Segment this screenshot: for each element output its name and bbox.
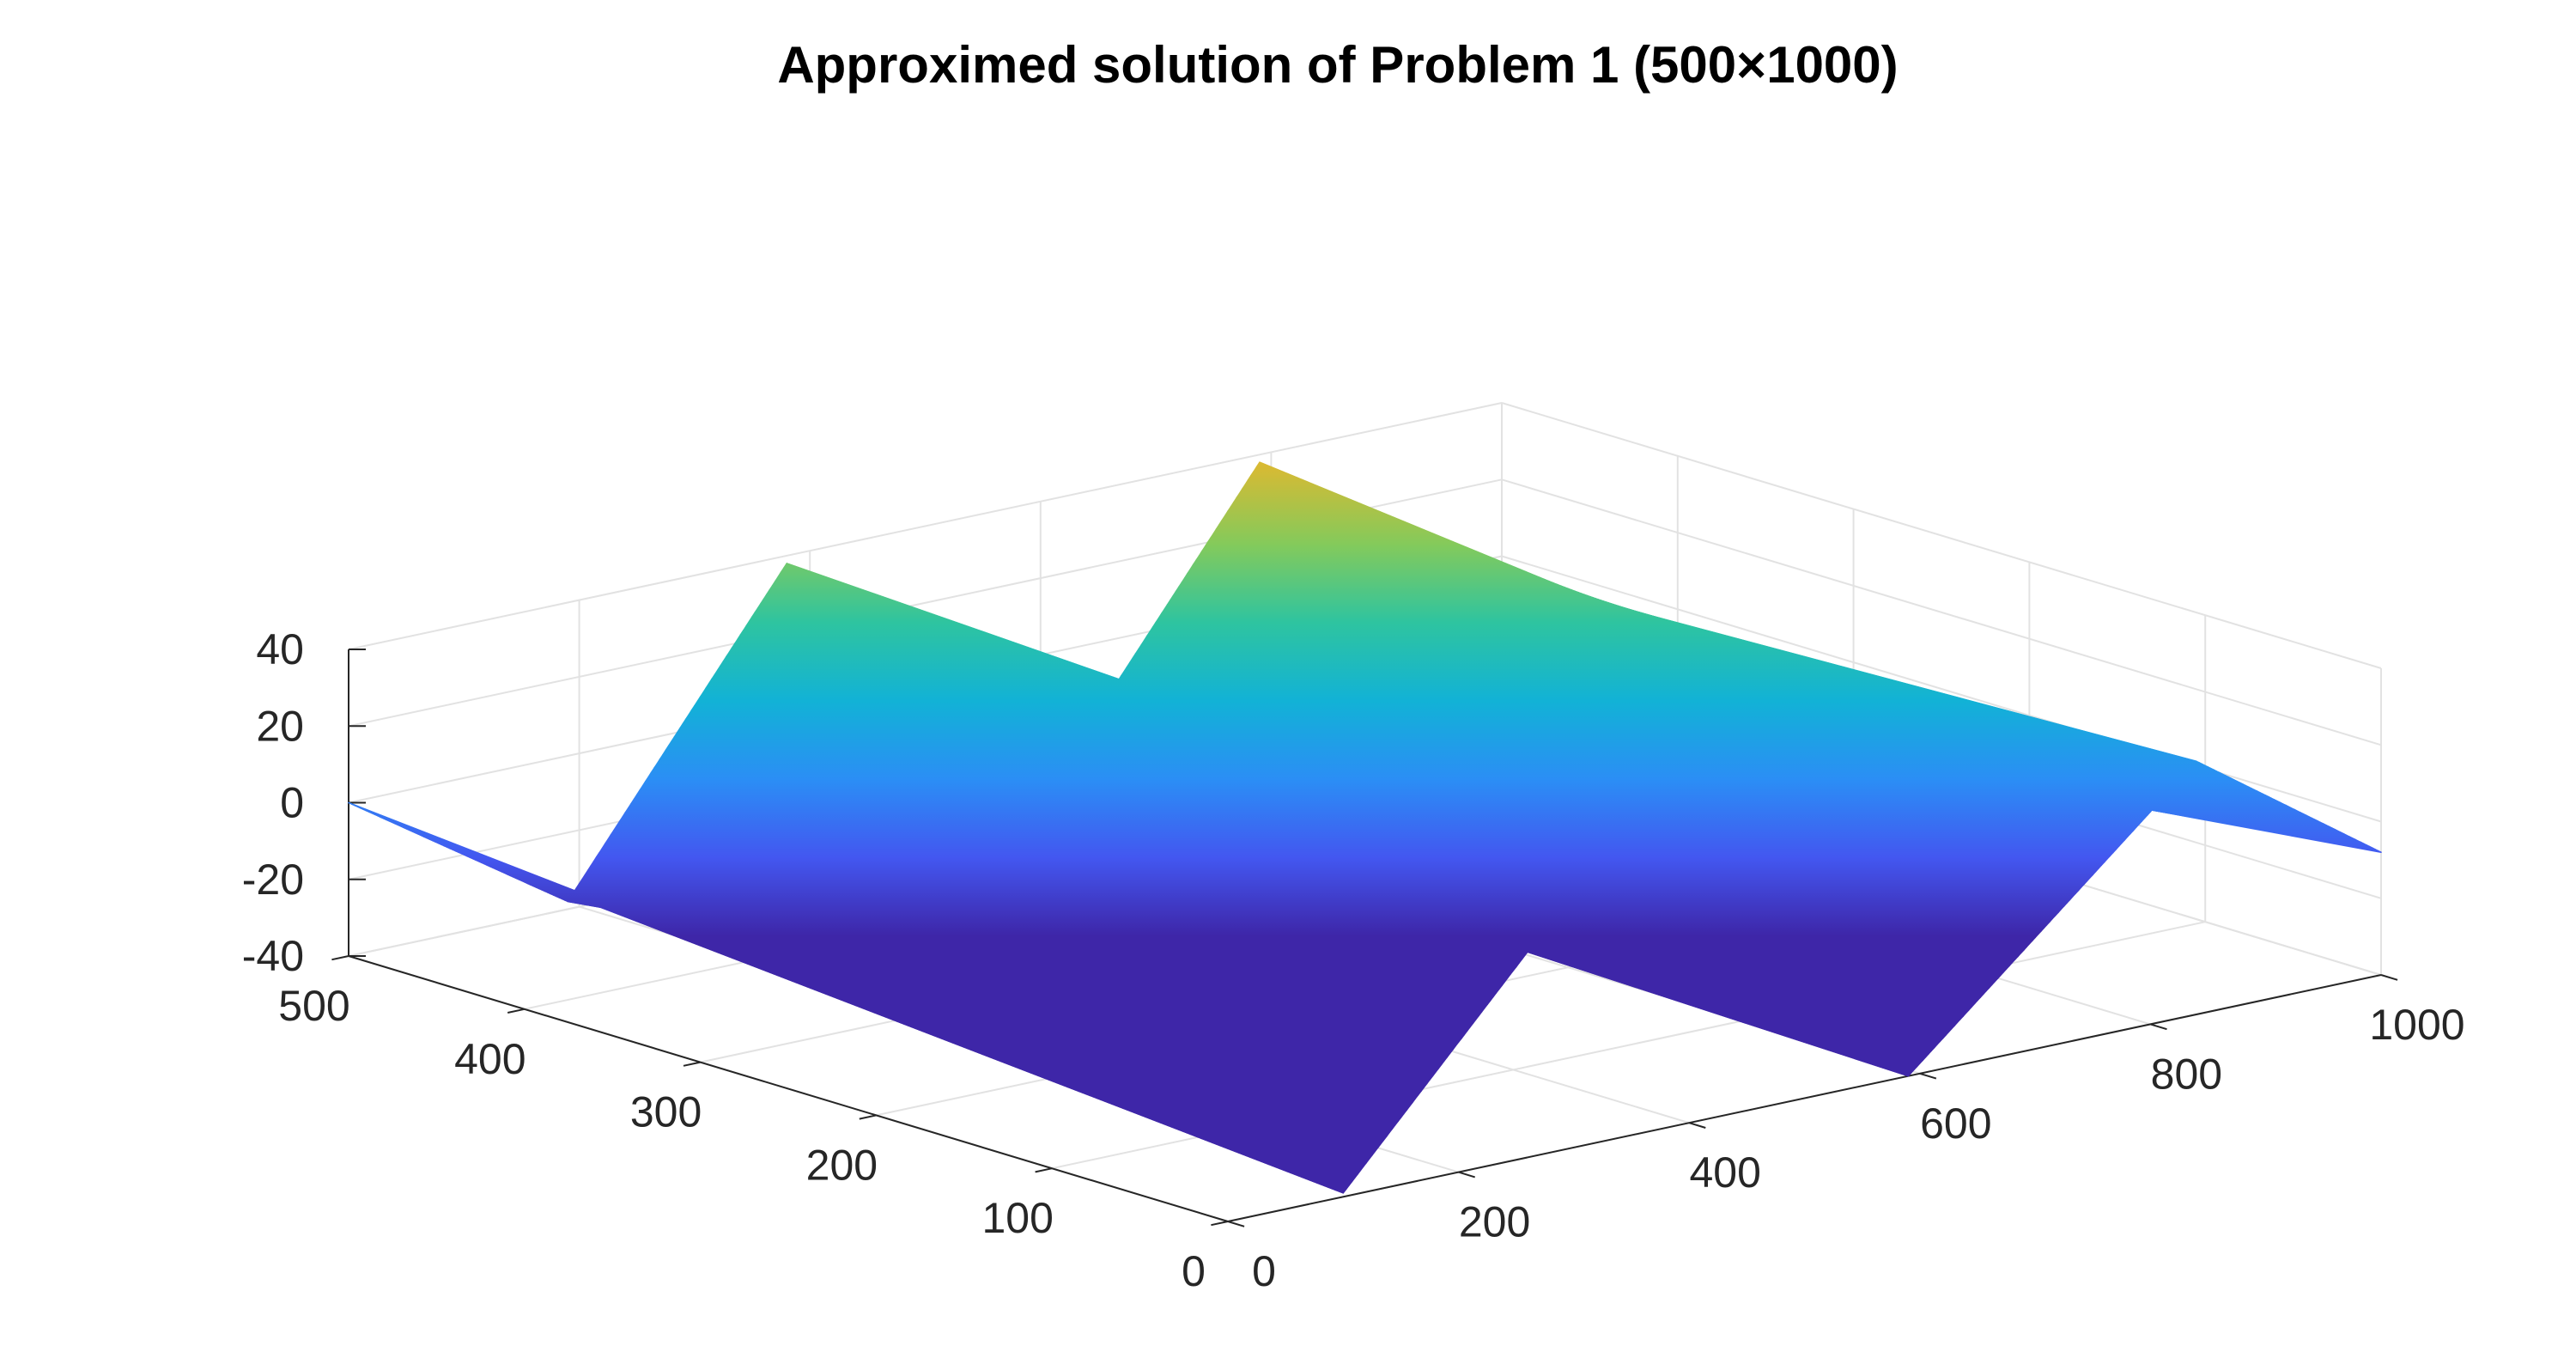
z-tick-label: 20 — [256, 702, 304, 750]
grid-line — [1501, 402, 2382, 669]
x-tick — [1688, 1122, 1706, 1129]
chart-title: Approximed solution of Problem 1 (500×10… — [777, 36, 1898, 94]
y-tick-label: 500 — [278, 982, 349, 1030]
z-tick-label: -20 — [242, 856, 304, 904]
x-tick — [1919, 1072, 1937, 1080]
y-tick — [683, 1061, 701, 1067]
x-tick — [1227, 1221, 1245, 1227]
x-tick — [2380, 974, 2398, 981]
y-tick-label: 200 — [806, 1141, 878, 1189]
y-tick — [1035, 1167, 1053, 1173]
y-tick-label: 400 — [454, 1035, 526, 1083]
y-tick-label: 0 — [1182, 1247, 1206, 1295]
x-tick-label: 400 — [1689, 1148, 1760, 1197]
surface-mesh — [348, 461, 2382, 1194]
x-tick-label: 0 — [1252, 1247, 1276, 1295]
x-tick — [1458, 1171, 1475, 1179]
y-tick — [507, 1008, 526, 1014]
z-tick-label: -40 — [242, 932, 304, 980]
x-tick-label: 1000 — [2369, 1001, 2464, 1049]
grid-line — [348, 402, 1503, 650]
x-tick-label: 800 — [2151, 1050, 2222, 1098]
surface-facet — [1498, 689, 2382, 853]
x-tick — [2150, 1023, 2167, 1031]
grid-line — [1501, 555, 2382, 823]
z-tick-label: 0 — [280, 779, 304, 827]
y-tick-label: 300 — [630, 1088, 702, 1136]
x-axis-line — [1227, 974, 2382, 1222]
y-axis-line — [348, 955, 1229, 1222]
x-tick-label: 600 — [1920, 1099, 1991, 1148]
y-tick-label: 100 — [981, 1194, 1053, 1242]
grid-line — [1501, 478, 2382, 746]
tick-labels: 0 200 400 600 800 1000 0 100 200 300 400 500-40 -20 0… — [242, 625, 2465, 1295]
y-tick — [331, 955, 349, 961]
x-tick-label: 200 — [1459, 1198, 1530, 1246]
y-tick — [1211, 1221, 1229, 1227]
z-tick-label: 40 — [256, 625, 304, 673]
y-tick — [859, 1114, 877, 1120]
